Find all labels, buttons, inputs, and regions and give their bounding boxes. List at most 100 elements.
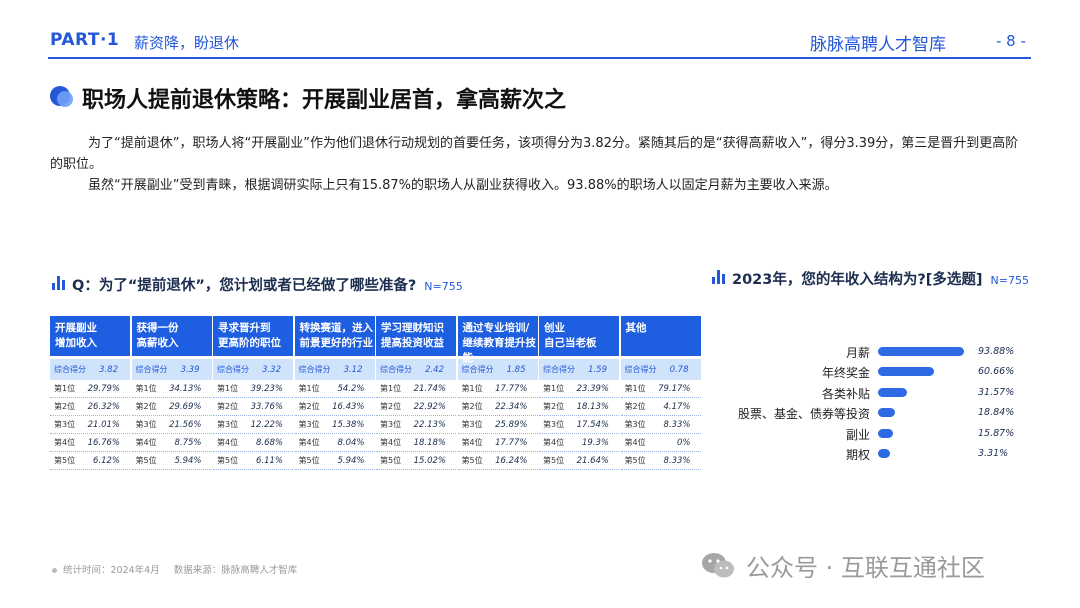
rank-label: 第2位 — [298, 402, 320, 411]
ranking-column: 其他 综合得分 0.78 第1位 79.17% 第2位 4.17% 第3位 8.33% 第4位 0%… — [620, 316, 701, 470]
rank-row: 第3位 22.13% — [376, 416, 456, 434]
rank-label: 第5位 — [543, 456, 565, 465]
rank-row: 第5位 16.24% — [457, 452, 538, 470]
rank-label: 第1位 — [624, 384, 646, 393]
rank-value: 29.79% — [87, 383, 120, 394]
rank-value: 6.12% — [92, 455, 120, 466]
rank-label: 第1位 — [380, 384, 402, 393]
score-label: 综合得分 — [380, 365, 412, 374]
rank-value: 8.04% — [337, 437, 365, 448]
column-header: 通过专业培训/继续教育提升技能 — [457, 316, 538, 364]
rank-label: 第5位 — [624, 456, 646, 465]
rank-value: 54.2% — [337, 383, 365, 394]
rank-row: 第2位 18.13% — [539, 398, 619, 416]
footer-dot-icon — [52, 568, 57, 573]
column-header: 转换赛道，进入 前景更好的行业 — [294, 316, 375, 356]
column-header-line: 开展副业 — [55, 322, 97, 334]
rank-row: 第1位 34.13% — [131, 380, 212, 398]
score-label: 综合得分 — [298, 365, 331, 374]
bar — [878, 428, 893, 438]
rank-value: 12.22% — [250, 419, 283, 430]
left-chart-n: N=755 — [424, 280, 463, 293]
column-header-line: 转换赛道，进入 — [299, 322, 374, 334]
rank-row: 第4位 18.18% — [376, 434, 456, 452]
rank-row: 第4位 17.77% — [457, 434, 538, 452]
bar — [878, 367, 934, 377]
rank-row: 第3位 17.54% — [539, 416, 619, 434]
bar — [878, 347, 965, 356]
score-label: 综合得分 — [543, 365, 575, 374]
title-bullet-icon — [50, 86, 73, 107]
rank-value: 21.74% — [413, 383, 446, 394]
rank-value: 39.23% — [250, 383, 283, 394]
rank-value: 16.43% — [332, 401, 365, 412]
rank-row: 第3位 25.89% — [457, 416, 538, 434]
rank-label: 第4位 — [298, 438, 320, 447]
rank-value: 15.02% — [413, 455, 446, 466]
rank-row: 第2位 29.69% — [131, 398, 212, 416]
rank-value: 21.01% — [87, 419, 120, 430]
rank-label: 第3位 — [380, 420, 402, 429]
rank-row: 第5位 8.33% — [620, 452, 701, 470]
score-value: 1.59 — [588, 364, 607, 375]
ranking-column: 转换赛道，进入 前景更好的行业 综合得分 3.12 第1位 54.2% 第2位 16.43% 第… — [294, 316, 375, 470]
bar-category-label: 副业 — [845, 427, 870, 442]
rank-label: 第5位 — [380, 456, 402, 465]
rank-label: 第5位 — [298, 456, 320, 465]
bar-value-label: 31.57% — [978, 386, 1015, 398]
column-header: 寻求晋升到 更高阶的职位 — [213, 316, 293, 356]
rank-row: 第5位 6.11% — [213, 452, 293, 470]
column-header-line: 继续教育提升技能 — [462, 337, 537, 364]
score-row: 综合得分 3.32 — [213, 359, 293, 380]
bar-value-label: 18.84% — [978, 407, 1015, 419]
ranking-column: 学习理财知识 提高投资收益 综合得分 2.42 第1位 21.74% 第2位 22.92% 第3… — [376, 316, 456, 470]
rank-value: 8.68% — [255, 437, 283, 448]
rank-row: 第4位 8.04% — [294, 434, 375, 452]
rank-value: 5.94% — [337, 455, 365, 466]
rank-row: 第3位 21.01% — [50, 416, 130, 434]
bar-category-label: 月薪 — [845, 346, 870, 360]
rank-row: 第3位 8.33% — [620, 416, 701, 434]
brand-name: 脉脉高聘人才智库 — [810, 35, 946, 55]
column-header-line: 自己当老板 — [544, 337, 597, 349]
rank-value: 19.3% — [581, 437, 609, 448]
ranking-column: 创业 自己当老板 综合得分 1.59 第1位 23.39% 第2位 18.13% 第3位 17.5… — [539, 316, 619, 470]
column-header-line: 创业 — [544, 322, 565, 334]
bar-value-label: 60.66% — [978, 366, 1015, 378]
rank-row: 第2位 26.32% — [50, 398, 130, 416]
bar-category-label: 期权 — [845, 448, 870, 462]
watermark-text: 公众号 · 互联互通社区 — [746, 554, 985, 582]
rank-label: 第2位 — [461, 402, 483, 411]
column-header-line: 获得一份 — [136, 322, 179, 334]
wechat-icon — [702, 552, 734, 577]
rank-label: 第3位 — [298, 420, 320, 429]
rank-value: 5.94% — [174, 455, 202, 466]
rank-value: 16.24% — [495, 455, 528, 466]
rank-label: 第1位 — [54, 384, 76, 393]
rank-row: 第1位 54.2% — [294, 380, 375, 398]
rank-row: 第2位 16.43% — [294, 398, 375, 416]
page-title: 职场人提前退休策略：开展副业居首，拿高薪次之 — [82, 88, 567, 113]
section-name: 薪资降，盼退休 — [134, 34, 240, 52]
column-header-line: 其他 — [625, 322, 647, 334]
rank-value: 6.11% — [255, 455, 283, 466]
bar — [878, 387, 908, 397]
column-header-line: 寻求晋升到 — [218, 322, 271, 334]
rank-row: 第3位 12.22% — [213, 416, 293, 434]
rank-label: 第1位 — [135, 384, 157, 393]
rank-row: 第1位 79.17% — [620, 380, 701, 398]
ranking-column: 寻求晋升到 更高阶的职位 综合得分 3.32 第1位 39.23% 第2位 33.76% 第3位… — [213, 316, 293, 470]
rank-label: 第4位 — [543, 438, 565, 447]
rank-value: 23.39% — [576, 383, 609, 394]
rank-label: 第5位 — [54, 456, 76, 465]
rank-label: 第1位 — [298, 384, 320, 393]
column-header: 开展副业 增加收入 — [50, 316, 130, 356]
score-row: 综合得分 0.78 — [620, 359, 701, 380]
rank-row: 第2位 33.76% — [213, 398, 293, 416]
column-header: 创业 自己当老板 — [539, 316, 619, 356]
bar-value-label: 15.87% — [978, 427, 1015, 439]
footer-source: 数据来源：脉脉高聘人才智库 — [173, 565, 298, 576]
column-header-line: 前景更好的行业 — [299, 337, 374, 349]
rank-row: 第1位 17.77% — [457, 380, 538, 398]
score-value: 0.78 — [669, 364, 689, 375]
